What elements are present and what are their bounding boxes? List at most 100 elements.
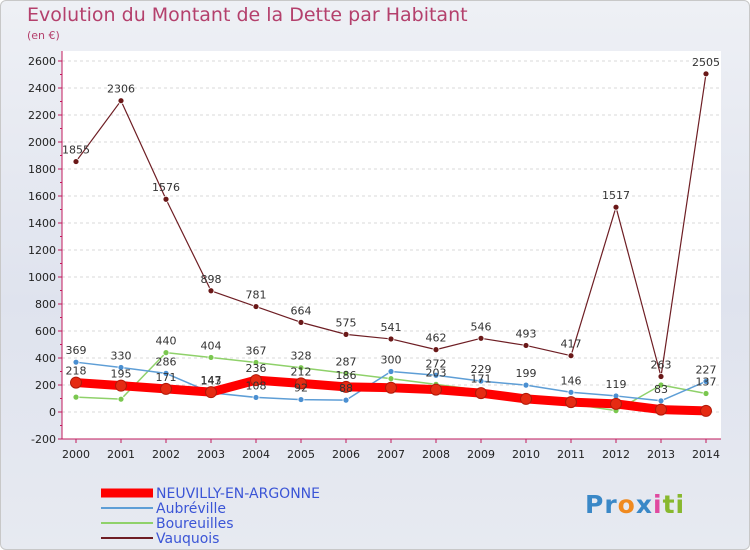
logo-letter-2: o xyxy=(617,490,636,519)
series-0-point-2004 xyxy=(250,374,262,387)
series-3-point-2012 xyxy=(612,203,620,211)
x-tick-label-2012: 2012 xyxy=(602,448,630,461)
series-1-point-2014 xyxy=(702,377,710,385)
series-3-point-2003 xyxy=(207,287,215,295)
series-1-point-2004 xyxy=(252,394,260,401)
x-tick-label-2009: 2009 xyxy=(467,448,495,461)
series-1-point-2013 xyxy=(657,397,665,405)
series-0-label-2000: 218 xyxy=(66,365,87,378)
y-tick-label-400: 400 xyxy=(35,352,56,365)
series-2-label-2009: 171 xyxy=(471,372,492,385)
logo-letter-3: x xyxy=(635,490,653,519)
series-1-point-2007 xyxy=(387,368,395,375)
series-3-point-2000 xyxy=(72,158,80,165)
series-3-point-2008 xyxy=(432,346,440,354)
series-3-label-2014: 2505 xyxy=(692,56,720,69)
y-tick-label-600: 600 xyxy=(35,325,56,338)
series-3-label-2005: 664 xyxy=(291,304,312,317)
series-1-point-2000 xyxy=(72,358,80,366)
x-tick-label-2006: 2006 xyxy=(332,448,360,461)
series-1-label-2012: 119 xyxy=(606,378,627,391)
y-tick-label-1600: 1600 xyxy=(28,190,56,203)
series-2-point-2003 xyxy=(207,354,215,361)
y-tick-label-2000: 2000 xyxy=(28,136,56,149)
series-2-point-2002 xyxy=(162,349,170,357)
series-3-point-2004 xyxy=(252,303,260,310)
series-3-label-2009: 546 xyxy=(471,320,492,333)
series-3-point-2013 xyxy=(657,373,665,380)
series-0-label-2002: 171 xyxy=(156,371,177,384)
series-0-point-2009 xyxy=(475,387,487,400)
series-1-label-2013: 83 xyxy=(654,383,668,396)
x-tick-label-2003: 2003 xyxy=(197,448,225,461)
chart-title: Evolution du Montant de la Dette par Hab… xyxy=(27,4,468,26)
x-tick-label-2007: 2007 xyxy=(377,448,405,461)
series-3-point-2006 xyxy=(342,330,350,338)
series-0-point-2008 xyxy=(430,383,442,396)
series-3-label-2012: 1517 xyxy=(602,189,630,202)
series-0-label-2006: 186 xyxy=(336,369,357,382)
y-tick-label-800: 800 xyxy=(35,298,56,311)
series-3-point-2011 xyxy=(567,352,575,360)
series-1-point-2001 xyxy=(117,364,125,371)
series-3-label-2011: 417 xyxy=(561,338,582,351)
series-3-label-2013: 263 xyxy=(651,358,672,371)
series-1-label-2010: 199 xyxy=(516,367,537,380)
logo-letter-5: t xyxy=(662,490,676,519)
series-2-label-2002: 440 xyxy=(156,335,177,348)
series-2-point-2004 xyxy=(252,359,260,366)
legend-label-boureuilles: Boureuilles xyxy=(156,516,234,532)
y-tick-label-1000: 1000 xyxy=(28,271,56,284)
logo-letter-0: P xyxy=(585,490,605,519)
series-2-label-2005: 328 xyxy=(291,350,312,363)
y-tick-label-2600: 2600 xyxy=(28,55,56,68)
series-2-point-2000 xyxy=(72,393,80,401)
series-0-point-2003 xyxy=(205,386,217,399)
logo-letter-4: i xyxy=(653,490,663,519)
x-tick-label-2008: 2008 xyxy=(422,448,450,461)
series-0-point-2000 xyxy=(70,376,82,389)
series-0-point-2013 xyxy=(655,403,667,416)
series-3-label-2002: 1576 xyxy=(152,181,180,194)
series-1-label-2009: 229 xyxy=(471,363,492,376)
series-0-point-2001 xyxy=(115,379,127,392)
series-1-label-2002: 286 xyxy=(156,355,177,368)
x-tick-label-2005: 2005 xyxy=(287,448,315,461)
series-0-label-2004: 236 xyxy=(246,362,267,375)
x-tick-label-2000: 2000 xyxy=(62,448,90,461)
series-0-point-2002 xyxy=(160,382,172,395)
x-tick-label-2004: 2004 xyxy=(242,448,270,461)
y-tick-label--200: -200 xyxy=(31,433,56,446)
series-1-label-2001: 330 xyxy=(111,349,132,362)
series-2-point-2014 xyxy=(702,390,710,397)
series-1-point-2005 xyxy=(297,396,305,403)
y-tick-label-0: 0 xyxy=(49,406,56,419)
series-1-label-2003: 143 xyxy=(201,375,222,388)
logo-letter-1: r xyxy=(604,490,618,519)
series-0-point-2005 xyxy=(295,377,307,390)
series-2-point-2005 xyxy=(297,364,305,372)
y-tick-label-1800: 1800 xyxy=(28,163,56,176)
series-1-label-2007: 300 xyxy=(381,354,402,367)
series-1-label-2006: 88 xyxy=(339,382,353,395)
series-3-point-2005 xyxy=(297,318,305,326)
x-tick-label-2010: 2010 xyxy=(512,448,540,461)
y-tick-label-1200: 1200 xyxy=(28,244,56,257)
series-3-point-2014 xyxy=(702,70,710,78)
series-1-label-2004: 108 xyxy=(246,379,267,392)
series-0-label-2001: 195 xyxy=(111,368,132,381)
series-2-point-2006 xyxy=(342,369,350,377)
series-2-point-2007 xyxy=(387,375,395,383)
series-1-label-2014: 227 xyxy=(696,363,717,376)
series-1-label-2005: 92 xyxy=(294,382,308,395)
series-1-point-2010 xyxy=(522,381,530,389)
series-3-point-2010 xyxy=(522,342,530,349)
chart-unit-label: (en €) xyxy=(27,29,60,42)
series-0-point-2007 xyxy=(385,381,397,394)
series-3-point-2007 xyxy=(387,335,395,343)
series-3-label-2000: 1855 xyxy=(62,144,90,157)
series-0-point-2010 xyxy=(520,392,532,405)
series-3-point-2001 xyxy=(117,97,125,105)
